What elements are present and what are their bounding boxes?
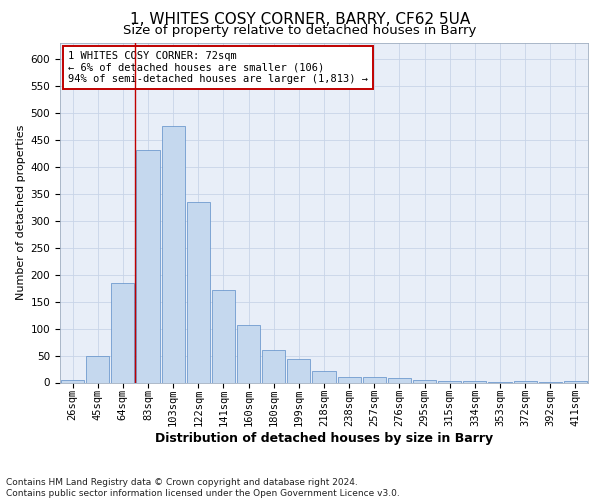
- Bar: [187, 202, 210, 382]
- Bar: [313, 370, 335, 382]
- Bar: [262, 350, 285, 382]
- Bar: [161, 126, 185, 382]
- Bar: [413, 380, 436, 382]
- Bar: [363, 377, 386, 382]
- Bar: [564, 381, 587, 382]
- Y-axis label: Number of detached properties: Number of detached properties: [16, 125, 26, 300]
- Bar: [86, 356, 109, 382]
- Text: 1 WHITES COSY CORNER: 72sqm
← 6% of detached houses are smaller (106)
94% of sem: 1 WHITES COSY CORNER: 72sqm ← 6% of deta…: [68, 51, 368, 84]
- Bar: [388, 378, 411, 382]
- Bar: [237, 325, 260, 382]
- Bar: [61, 380, 84, 382]
- Bar: [287, 360, 310, 382]
- X-axis label: Distribution of detached houses by size in Barry: Distribution of detached houses by size …: [155, 432, 493, 445]
- Text: 1, WHITES COSY CORNER, BARRY, CF62 5UA: 1, WHITES COSY CORNER, BARRY, CF62 5UA: [130, 12, 470, 28]
- Text: Contains HM Land Registry data © Crown copyright and database right 2024.
Contai: Contains HM Land Registry data © Crown c…: [6, 478, 400, 498]
- Bar: [338, 377, 361, 382]
- Bar: [111, 282, 134, 382]
- Text: Size of property relative to detached houses in Barry: Size of property relative to detached ho…: [124, 24, 476, 37]
- Bar: [438, 381, 461, 382]
- Bar: [136, 150, 160, 382]
- Bar: [212, 290, 235, 382]
